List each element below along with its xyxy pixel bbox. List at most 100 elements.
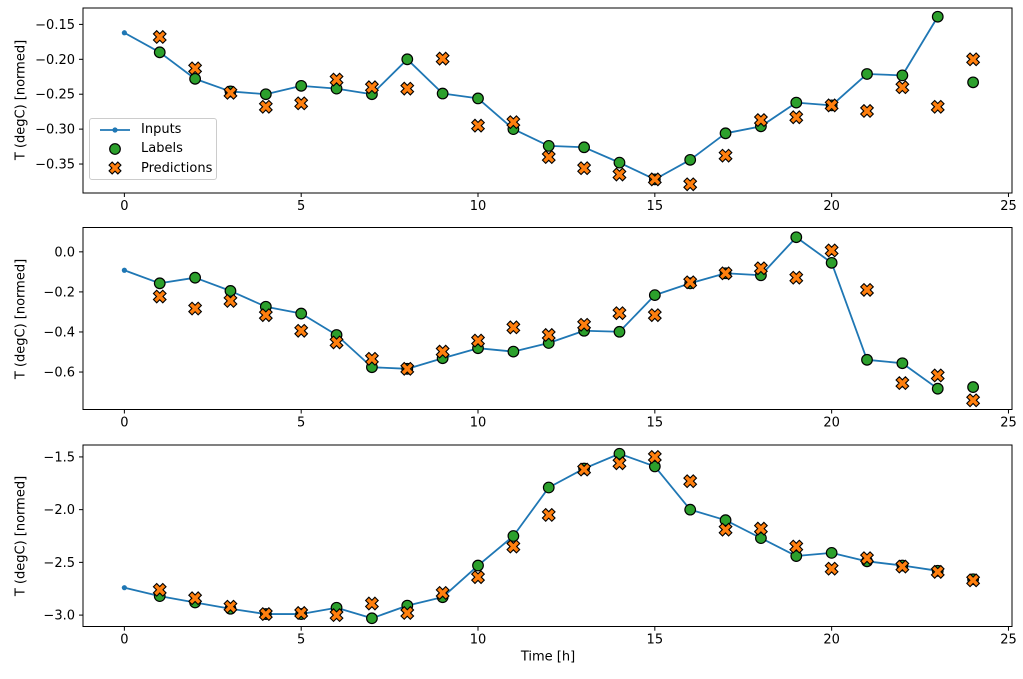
labels-point	[648, 289, 661, 302]
y-tick-label: −0.20	[35, 53, 75, 68]
inputs-line	[124, 452, 938, 620]
predictions-point	[541, 149, 556, 165]
predictions-point	[435, 585, 450, 601]
y-tick-label: −0.15	[35, 18, 75, 33]
predictions-point	[683, 275, 698, 290]
predictions-point	[541, 507, 556, 522]
inputs-point	[121, 30, 127, 36]
subplot-3: −1.5 −2.0 −2.5 −3.0 0 5 10 15 20 25	[43, 444, 1017, 648]
legend-item-labels: Labels	[90, 139, 216, 158]
predictions-point	[258, 99, 273, 114]
predictions-point	[152, 582, 167, 597]
y-tick-label: −3.0	[43, 609, 75, 624]
predictions-point	[824, 561, 839, 576]
labels-point	[613, 325, 626, 338]
predictions-point	[470, 570, 486, 585]
labels-point	[684, 503, 697, 516]
labels-point	[931, 382, 944, 395]
labels-point	[366, 612, 378, 625]
labels-point	[153, 277, 166, 290]
x-tick-label: 15	[647, 633, 664, 648]
x-tick-label: 10	[470, 199, 487, 214]
predictions-point	[364, 596, 379, 611]
y-axis-label-subplot-1: T (degC) [normed]	[13, 39, 29, 161]
labels-point	[825, 256, 838, 269]
legend-label-inputs: Inputs	[141, 122, 182, 138]
labels-point	[295, 307, 308, 320]
predictions-point	[753, 112, 768, 128]
legend: Inputs Labels Predictions	[89, 118, 217, 180]
predictions-point	[223, 85, 238, 100]
x-tick-label: 0	[120, 416, 128, 431]
labels-point	[861, 68, 873, 80]
predictions-point	[188, 591, 203, 606]
legend-label-predictions: Predictions	[141, 160, 213, 176]
predictions-point	[506, 539, 521, 554]
y-tick-label: −0.6	[43, 366, 75, 381]
predictions-point	[895, 80, 910, 95]
x-tick-label: 20	[823, 416, 840, 431]
predictions-point	[647, 449, 662, 464]
x-tick-label: 20	[823, 199, 840, 214]
inputs-line-icon	[90, 124, 135, 136]
predictions-point	[294, 605, 309, 621]
labels-point	[153, 46, 166, 59]
predictions-point	[789, 270, 804, 285]
subplot-2: 0.0 −0.2 −0.4 −0.6 0 5 10 15 20 25	[43, 227, 1017, 431]
predictions-point	[859, 551, 875, 566]
inputs-point	[121, 267, 127, 273]
predictions-point	[859, 103, 875, 119]
x-axis-label: Time [h]	[520, 649, 576, 665]
labels-point	[931, 10, 944, 23]
predictions-point	[329, 335, 344, 350]
labels-point	[472, 559, 484, 572]
predictions-point	[895, 559, 910, 574]
inputs-line	[124, 236, 939, 390]
legend-labels-circle	[109, 143, 121, 155]
labels-point	[295, 79, 308, 92]
x-tick-label: 25	[1000, 199, 1017, 214]
labels-point	[967, 381, 980, 393]
predictions-point	[577, 462, 592, 477]
axes-frame	[82, 7, 1013, 194]
predictions-point	[188, 301, 203, 316]
predictions-point	[966, 573, 981, 588]
labels-point	[542, 139, 555, 152]
inputs-point	[121, 585, 127, 591]
predictions-point	[895, 375, 910, 391]
labels-point	[578, 141, 591, 154]
predictions-point	[329, 72, 344, 87]
labels-point	[967, 76, 980, 89]
x-tick-label: 0	[120, 199, 128, 214]
labels-point	[719, 514, 732, 527]
y-tick-label: −2.0	[43, 503, 75, 518]
legend-predictions-x	[108, 161, 122, 176]
x-tick-label: 10	[470, 416, 487, 431]
predictions-point	[683, 177, 698, 192]
predictions-point	[364, 351, 379, 366]
predictions-point	[152, 29, 167, 45]
predictions-point	[435, 51, 450, 66]
labels-point	[436, 87, 449, 100]
predictions-point	[824, 98, 839, 113]
predictions-point	[718, 266, 733, 281]
y-axis-label-subplot-3: T (degC) [normed]	[13, 475, 29, 597]
predictions-point	[647, 308, 662, 323]
legend-item-inputs: Inputs	[90, 120, 216, 139]
predictions-point	[753, 261, 768, 276]
predictions-point	[859, 282, 875, 297]
labels-point	[790, 550, 803, 562]
y-tick-label: −0.25	[35, 88, 75, 103]
labels-point	[790, 96, 803, 109]
x-tick-label: 5	[297, 416, 305, 431]
predictions-point	[400, 81, 415, 96]
labels-point	[613, 156, 626, 169]
predictions-point	[966, 393, 981, 408]
labels-point	[896, 69, 909, 82]
x-tick-label: 0	[120, 633, 128, 648]
labels-point	[189, 271, 202, 284]
x-tick-label: 5	[297, 633, 305, 648]
predictions-point	[294, 96, 309, 111]
